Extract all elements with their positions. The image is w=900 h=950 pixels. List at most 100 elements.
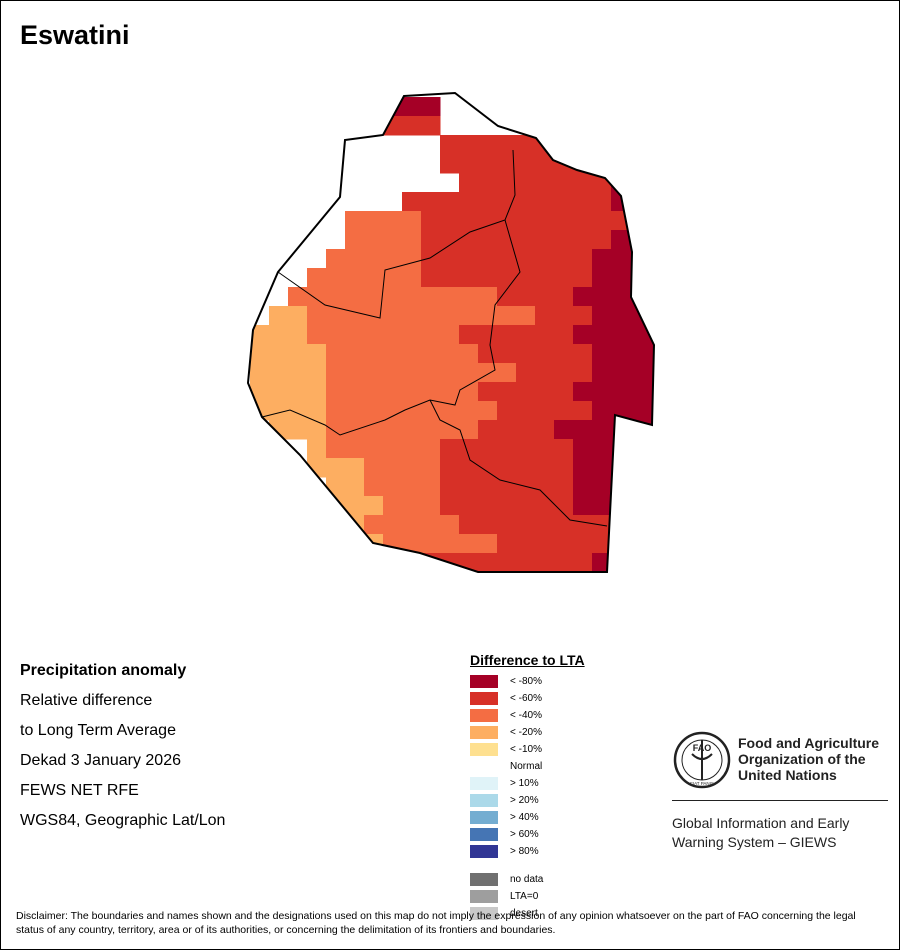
cell-below-80 xyxy=(687,249,707,269)
cell-below-20 xyxy=(288,420,308,440)
cell-below-80 xyxy=(706,154,726,174)
cell-below-40 xyxy=(440,325,460,345)
cell-below-40 xyxy=(402,458,422,478)
cell-below-40 xyxy=(402,287,422,307)
cell-below-40 xyxy=(383,211,403,231)
cell-below-20 xyxy=(250,363,270,383)
cell-below-40 xyxy=(345,401,365,421)
cell-below-80 xyxy=(630,534,650,554)
cell-below-80 xyxy=(649,306,654,326)
cell-below-40 xyxy=(364,382,384,402)
legend-swatch xyxy=(470,692,498,705)
cell-below-20 xyxy=(345,477,365,497)
district-border-hhohho-manzini xyxy=(277,149,516,319)
cell-below-60 xyxy=(516,344,536,364)
cell-below-60 xyxy=(554,439,574,459)
cell-below-40 xyxy=(383,477,403,497)
cell-below-40 xyxy=(421,325,441,345)
cell-below-60 xyxy=(554,268,574,288)
cell-below-80 xyxy=(573,458,593,478)
cell-below-40 xyxy=(402,230,422,250)
cell-below-80 xyxy=(668,458,688,478)
cell-below-20 xyxy=(288,344,308,364)
cell-below-60 xyxy=(497,192,517,212)
cell-below-60 xyxy=(554,287,574,307)
legend-swatch xyxy=(470,675,498,688)
cell-below-40 xyxy=(383,268,403,288)
cell-below-80 xyxy=(630,363,650,383)
cell-below-80 xyxy=(687,496,707,516)
cell-below-60 xyxy=(554,553,574,572)
cell-below-40 xyxy=(497,306,517,326)
cell-below-40 xyxy=(421,363,441,383)
cell-below-60 xyxy=(573,401,593,421)
cell-below-80 xyxy=(687,325,707,345)
cell-below-40 xyxy=(364,477,384,497)
cell-below-40 xyxy=(326,439,346,459)
cell-below-40 xyxy=(345,287,365,307)
cell-below-60 xyxy=(497,572,517,592)
cell-below-80 xyxy=(725,287,745,307)
cell-below-60 xyxy=(440,211,460,231)
cell-below-80 xyxy=(630,287,650,307)
cell-below-60 xyxy=(535,496,555,516)
cell-below-40 xyxy=(440,306,460,326)
cell-below-60 xyxy=(440,154,460,174)
cell-below-60 xyxy=(440,135,460,155)
cell-below-60 xyxy=(459,154,479,174)
cell-below-80 xyxy=(725,401,745,421)
cell-below-60 xyxy=(478,135,498,155)
cell-below-40 xyxy=(402,306,422,326)
cell-below-80 xyxy=(611,344,631,364)
cell-below-60 xyxy=(459,477,479,497)
cell-below-60 xyxy=(554,496,574,516)
fao-logo: FAO FIAT PANIS Food and Agriculture Orga… xyxy=(672,730,888,850)
cell-below-80 xyxy=(668,477,688,497)
cell-below-60 xyxy=(497,325,517,345)
cell-below-60 xyxy=(440,268,460,288)
cell-below-80 xyxy=(630,173,650,193)
cell-below-80 xyxy=(649,534,654,554)
cell-below-60 xyxy=(573,344,593,364)
cell-below-80 xyxy=(725,268,745,288)
cell-below-60 xyxy=(554,515,574,535)
legend-swatch xyxy=(470,845,498,858)
cell-below-80 xyxy=(668,401,688,421)
cell-below-20 xyxy=(326,477,346,497)
map-title: Eswatini xyxy=(20,20,130,50)
cell-below-60 xyxy=(516,382,536,402)
cell-below-80 xyxy=(649,553,654,572)
cell-below-40 xyxy=(345,344,365,364)
cell-below-60 xyxy=(592,534,612,554)
cell-below-40 xyxy=(459,420,479,440)
legend-item: > 20% xyxy=(470,792,585,809)
cell-below-20 xyxy=(269,401,289,421)
cell-below-60 xyxy=(497,211,517,231)
cell-below-60 xyxy=(554,572,574,592)
legend-label: > 40% xyxy=(510,812,539,823)
cell-below-80 xyxy=(611,154,631,174)
cell-below-40 xyxy=(402,477,422,497)
cell-below-60 xyxy=(535,287,555,307)
cell-below-20 xyxy=(307,363,327,383)
cell-below-80 xyxy=(706,401,726,421)
cell-below-60 xyxy=(459,458,479,478)
legend-extra: no data LTA=0 desert xyxy=(470,871,585,922)
cell-below-60 xyxy=(554,477,574,497)
legend-label: > 10% xyxy=(510,778,539,789)
cell-below-60 xyxy=(516,154,536,174)
cell-below-80 xyxy=(687,154,707,174)
cell-below-80 xyxy=(687,420,707,440)
cell-below-40 xyxy=(383,287,403,307)
cell-below-60 xyxy=(554,211,574,231)
cell-below-80 xyxy=(706,211,726,231)
cell-below-60 xyxy=(535,211,555,231)
cell-below-40 xyxy=(326,344,346,364)
cell-below-60 xyxy=(554,230,574,250)
cell-below-40 xyxy=(364,325,384,345)
cell-below-40 xyxy=(345,249,365,269)
cell-below-80 xyxy=(326,97,346,117)
cell-below-80 xyxy=(611,477,631,497)
cell-below-40 xyxy=(326,268,346,288)
cell-below-80 xyxy=(573,287,593,307)
